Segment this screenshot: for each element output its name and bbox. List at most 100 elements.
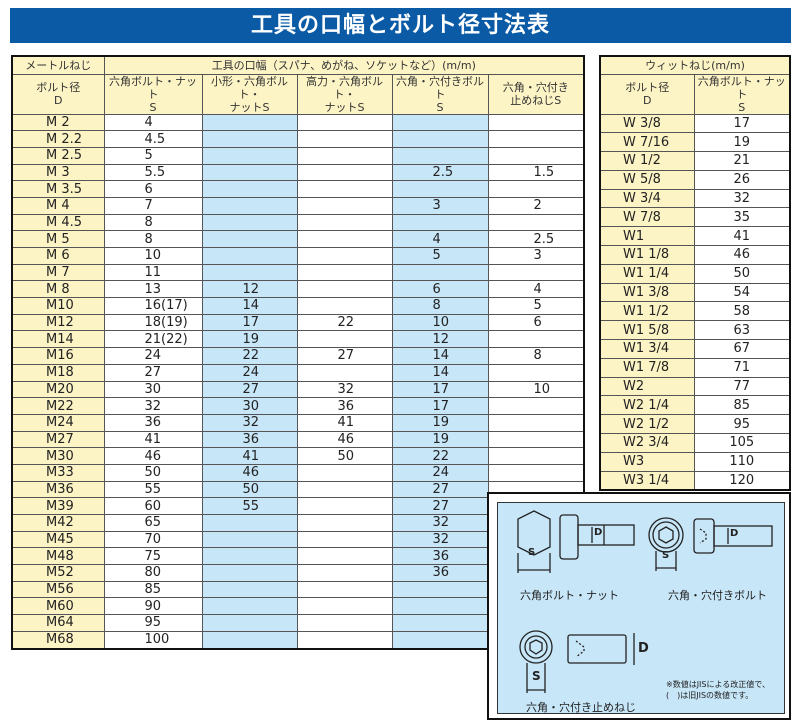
bolt-size-cell: W1: [599, 226, 695, 247]
bolt-size-cell: M60: [11, 597, 105, 616]
bolt-size-cell: M48: [11, 547, 105, 566]
table-row: W 5/8 26: [599, 169, 791, 190]
table-row: W1 5/8 63: [599, 320, 791, 341]
table-row: M 8 13 12 6 4: [11, 280, 585, 299]
size-cell: 5: [103, 146, 203, 165]
bolt-size-cell: W 3/8: [599, 113, 695, 134]
metric-column-header: 高力・六角ボルト・ ナットS: [296, 73, 393, 115]
size-cell: 22: [201, 347, 298, 365]
size-cell: 8: [487, 347, 585, 365]
size-cell: 10: [391, 313, 489, 332]
size-cell: 100: [103, 630, 203, 650]
size-cell: 35: [693, 207, 791, 228]
metric-column-header: 小形・六角ボルト・ ナットS: [201, 73, 298, 115]
metric-column-header: 六角・穴付き 止めねじS: [487, 73, 585, 115]
size-cell: [487, 330, 585, 349]
size-cell: 32: [296, 380, 393, 399]
bolt-size-cell: M 6: [11, 247, 105, 265]
bolt-size-cell: M12: [11, 313, 105, 332]
bolt-size-cell: M10: [11, 297, 105, 315]
size-cell: 63: [693, 320, 791, 341]
size-cell: [487, 180, 585, 198]
size-cell: [391, 213, 489, 232]
size-cell: [296, 297, 393, 315]
tool-width-group-header: 工具の口幅（スパナ、めがね、ソケットなど）(m/m): [103, 55, 585, 75]
size-cell: 10: [487, 380, 585, 399]
size-cell: 4: [103, 113, 203, 132]
size-cell: 55: [201, 497, 298, 515]
size-cell: 32: [391, 514, 489, 532]
size-cell: 50: [103, 463, 203, 482]
bolt-size-cell: W3 1/4: [599, 470, 695, 491]
size-cell: [296, 597, 393, 616]
size-cell: 120: [693, 470, 791, 491]
table-row: W2 77: [599, 376, 791, 397]
size-cell: [296, 564, 393, 582]
size-cell: 41: [296, 413, 393, 432]
size-cell: 27: [391, 497, 489, 515]
size-cell: [391, 130, 489, 148]
size-cell: [201, 514, 298, 532]
size-cell: 30: [201, 397, 298, 415]
size-cell: [296, 146, 393, 165]
size-cell: 46: [296, 430, 393, 449]
size-cell: [487, 213, 585, 232]
size-cell: 1.5: [487, 163, 585, 182]
bolt-size-cell: W1 1/8: [599, 245, 695, 265]
bolt-size-cell: W1 1/2: [599, 301, 695, 322]
size-cell: 110: [693, 451, 791, 472]
bolt-size-cell: W1 3/8: [599, 282, 695, 303]
bolt-size-cell: W2 1/4: [599, 395, 695, 416]
table-row: M 3 5.5 2.5 1.5: [11, 163, 585, 182]
table-row: W2 1/4 85: [599, 395, 791, 416]
set-screw-diagram: [519, 630, 635, 693]
size-cell: 65: [103, 514, 203, 532]
bolt-size-cell: M30: [11, 447, 105, 465]
size-cell: 36: [391, 547, 489, 566]
bolt-size-cell: M64: [11, 614, 105, 632]
bolt-size-cell: M 4.5: [11, 213, 105, 232]
size-cell: [487, 463, 585, 482]
page-title: 工具の口幅とボルト径寸法表: [10, 8, 791, 43]
size-cell: [296, 580, 393, 599]
size-cell: 14: [391, 347, 489, 365]
size-cell: [201, 247, 298, 265]
size-cell: 71: [693, 357, 791, 378]
size-cell: 5: [391, 247, 489, 265]
bolt-size-cell: M 3: [11, 163, 105, 182]
bolt-size-cell: W3: [599, 451, 695, 472]
socket-bolt-d-label: D: [730, 528, 739, 539]
table-row: M68 100: [11, 630, 585, 650]
size-cell: [296, 213, 393, 232]
size-cell: 12: [391, 330, 489, 349]
size-cell: 50: [296, 447, 393, 465]
size-cell: 19: [391, 430, 489, 449]
bolt-diagrams: [517, 510, 773, 693]
table-row: M30 46 41 50 22: [11, 447, 585, 465]
metric-group-header: メートルねじ: [11, 55, 105, 75]
size-cell: [296, 630, 393, 650]
bolt-size-cell: W2 1/2: [599, 414, 695, 435]
bolt-size-cell: M36: [11, 480, 105, 499]
size-cell: 8: [103, 213, 203, 232]
size-cell: [296, 614, 393, 632]
size-cell: 4: [487, 280, 585, 299]
size-cell: 36: [391, 564, 489, 582]
bolt-size-cell: M22: [11, 397, 105, 415]
hex-bolt-s-label: S: [528, 547, 536, 558]
size-cell: [201, 530, 298, 549]
metric-column-header: ボルト径 D: [11, 73, 105, 115]
bolt-size-cell: W 5/8: [599, 169, 695, 190]
table-row: M 3.5 6: [11, 180, 585, 198]
size-cell: 17: [693, 113, 791, 134]
socket-bolt-caption: 六角・穴付きボルト: [668, 589, 767, 602]
bolt-size-cell: M42: [11, 514, 105, 532]
bolt-size-cell: M18: [11, 363, 105, 382]
hex-bolt-caption: 六角ボルト・ナット: [520, 589, 619, 602]
size-cell: 77: [693, 376, 791, 397]
size-cell: 21(22): [103, 330, 203, 349]
size-cell: 19: [391, 413, 489, 432]
size-cell: 75: [103, 547, 203, 566]
size-cell: 85: [693, 395, 791, 416]
